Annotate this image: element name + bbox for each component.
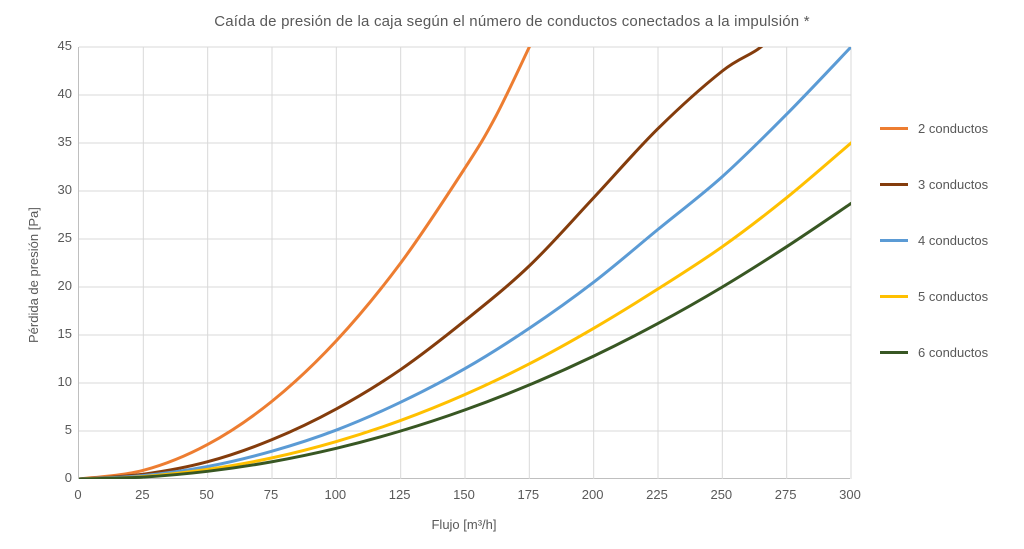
legend-item: 2 conductos — [880, 118, 988, 138]
legend-swatch — [880, 351, 908, 354]
y-tick-label: 30 — [44, 182, 72, 197]
legend-label: 6 conductos — [918, 345, 988, 360]
legend-swatch — [880, 127, 908, 130]
plot-area — [78, 47, 850, 479]
legend-swatch — [880, 183, 908, 186]
x-tick-label: 125 — [385, 487, 415, 502]
y-tick-label: 10 — [44, 374, 72, 389]
legend-label: 3 conductos — [918, 177, 988, 192]
y-tick-label: 0 — [44, 470, 72, 485]
x-tick-label: 25 — [127, 487, 157, 502]
legend-swatch — [880, 239, 908, 242]
x-axis-label: Flujo [m³/h] — [78, 517, 850, 532]
x-tick-label: 175 — [513, 487, 543, 502]
legend-label: 4 conductos — [918, 233, 988, 248]
legend-item: 4 conductos — [880, 230, 988, 250]
x-tick-label: 200 — [578, 487, 608, 502]
y-tick-label: 15 — [44, 326, 72, 341]
y-tick-label: 45 — [44, 38, 72, 53]
series-line — [79, 18, 787, 479]
x-tick-label: 250 — [706, 487, 736, 502]
legend-label: 2 conductos — [918, 121, 988, 136]
legend-item: 6 conductos — [880, 342, 988, 362]
y-tick-label: 35 — [44, 134, 72, 149]
series-line — [79, 47, 529, 479]
x-tick-label: 225 — [642, 487, 672, 502]
x-tick-label: 100 — [320, 487, 350, 502]
x-tick-label: 300 — [835, 487, 865, 502]
y-axis-label: Pérdida de presión [Pa] — [26, 207, 41, 343]
legend-item: 5 conductos — [880, 286, 988, 306]
x-tick-label: 0 — [63, 487, 93, 502]
y-tick-label: 25 — [44, 230, 72, 245]
x-tick-label: 275 — [771, 487, 801, 502]
legend: 2 conductos 3 conductos 4 conductos 5 condu… — [880, 118, 988, 398]
plot-svg — [79, 47, 851, 479]
legend-swatch — [880, 295, 908, 298]
y-tick-label: 20 — [44, 278, 72, 293]
chart-container: Caída de presión de la caja según el núm… — [0, 0, 1024, 549]
x-tick-label: 50 — [192, 487, 222, 502]
x-tick-label: 150 — [449, 487, 479, 502]
legend-label: 5 conductos — [918, 289, 988, 304]
x-tick-label: 75 — [256, 487, 286, 502]
legend-item: 3 conductos — [880, 174, 988, 194]
y-tick-label: 40 — [44, 86, 72, 101]
y-tick-label: 5 — [44, 422, 72, 437]
chart-title: Caída de presión de la caja según el núm… — [0, 13, 1024, 30]
